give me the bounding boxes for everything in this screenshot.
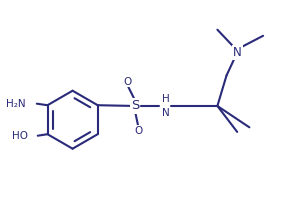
Text: O: O <box>124 77 132 87</box>
Text: S: S <box>131 100 139 112</box>
Text: N: N <box>162 108 169 118</box>
Text: HO: HO <box>12 131 28 141</box>
Text: H: H <box>162 94 169 104</box>
Text: O: O <box>135 126 143 136</box>
Text: H₂N: H₂N <box>6 99 25 109</box>
Text: N: N <box>233 46 241 59</box>
